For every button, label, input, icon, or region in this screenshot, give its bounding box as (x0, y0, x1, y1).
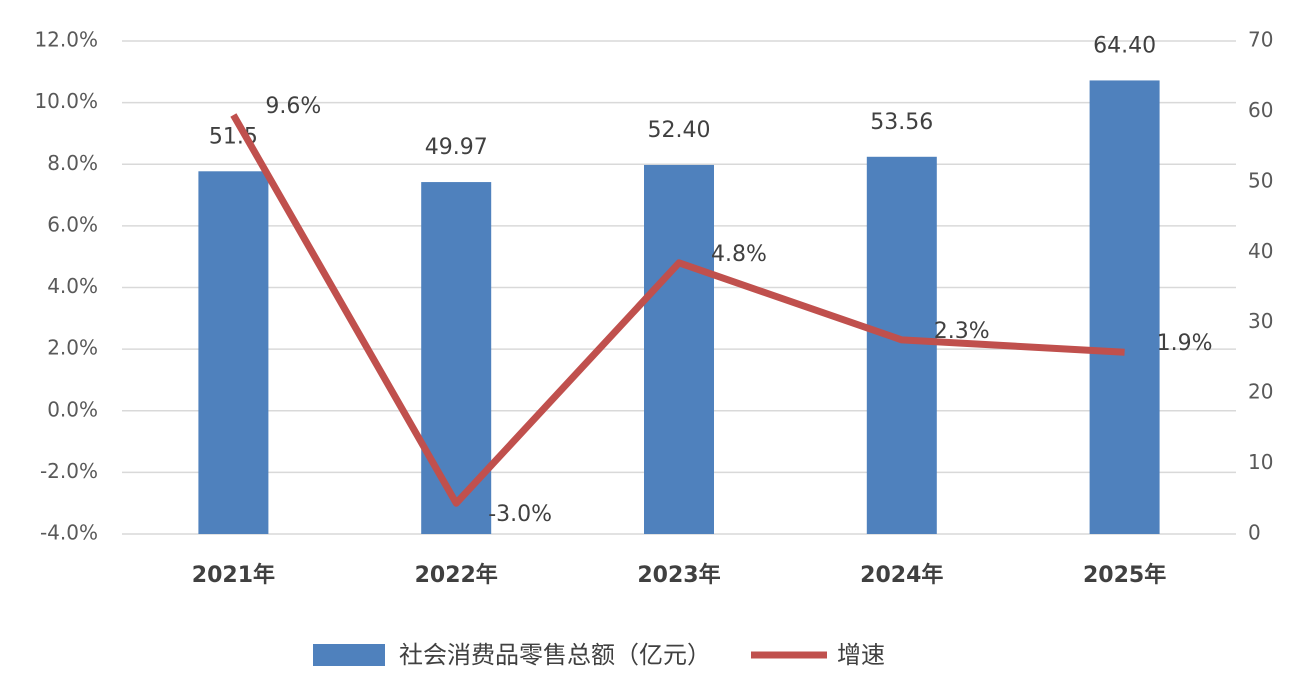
x-tick-label: 2024年 (860, 562, 943, 588)
x-tick-label: 2023年 (637, 562, 720, 588)
y-tick-label: 0.0% (47, 397, 98, 421)
y2-tick-label: 20 (1248, 380, 1273, 404)
bar-value-label: 53.56 (870, 110, 933, 135)
y2-tick-label: 30 (1248, 309, 1273, 333)
y-tick-label: 4.0% (47, 274, 98, 298)
line-value-label: -3.0% (488, 502, 552, 527)
y-tick-label: 2.0% (47, 336, 98, 360)
bar (644, 164, 714, 534)
y2-tick-label: 10 (1248, 450, 1273, 474)
y-tick-label: -4.0% (40, 521, 98, 545)
y2-tick-label: 0 (1248, 521, 1261, 545)
y-tick-label: 8.0% (47, 151, 98, 175)
y2-tick-label: 60 (1248, 98, 1273, 122)
legend-label: 社会消费品零售总额（亿元） (399, 641, 711, 669)
bar-value-label: 49.97 (425, 135, 488, 160)
y-tick-label: 10.0% (34, 89, 98, 113)
bar (866, 156, 937, 534)
line-value-label: 2.3% (934, 319, 990, 344)
y2-tick-label: 70 (1248, 28, 1273, 52)
bar-value-label: 52.40 (648, 118, 711, 143)
bar (1089, 80, 1160, 534)
line-value-label: 1.9% (1157, 331, 1213, 356)
x-tick-label: 2021年 (192, 562, 275, 588)
bar-value-label: 64.40 (1093, 33, 1156, 58)
legend-swatch (313, 644, 385, 666)
y-tick-label: -2.0% (40, 459, 98, 483)
x-tick-label: 2025年 (1083, 562, 1166, 588)
legend-label: 增速 (837, 641, 885, 669)
y2-tick-label: 50 (1248, 168, 1273, 192)
y2-tick-label: 40 (1248, 239, 1273, 263)
y-tick-label: 6.0% (47, 212, 98, 236)
y-tick-label: 12.0% (34, 28, 98, 52)
line (230, 113, 1125, 507)
line-value-label: 9.6% (265, 94, 321, 119)
line-value-label: 4.8% (711, 242, 767, 267)
x-tick-label: 2022年 (415, 562, 498, 588)
bar (198, 171, 269, 535)
